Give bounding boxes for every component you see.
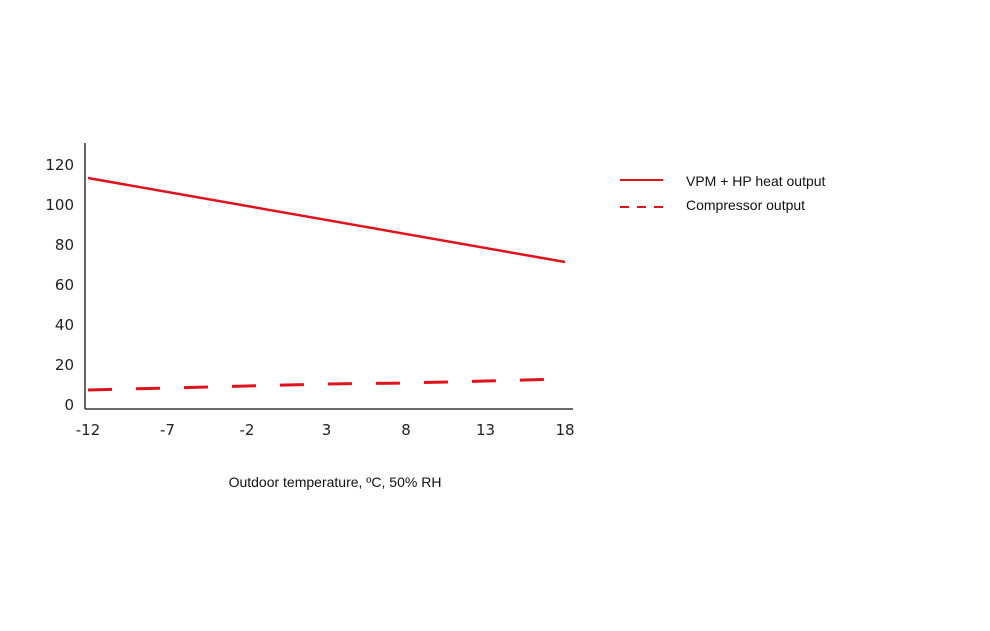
x-tick-label: 3: [322, 421, 332, 439]
x-tick-label: -12: [76, 421, 101, 439]
y-tick-label: 100: [45, 196, 74, 214]
x-tick-label: -2: [240, 421, 255, 439]
y-tick-label: 0: [64, 396, 74, 414]
axes: [84, 143, 573, 410]
x-tick-labels: -12 -7 -2 3 8 13 18: [76, 421, 575, 439]
legend-label-heat-output: VPM + HP heat output: [686, 173, 826, 189]
series-line-compressor-output: [87, 377, 566, 392]
x-tick-label: 8: [401, 421, 411, 439]
y-tick-label: 20: [55, 356, 74, 374]
series-line-heat-output: [87, 176, 566, 264]
y-tick-label: 80: [55, 236, 74, 254]
x-tick-label: 13: [476, 421, 495, 439]
legend: VPM + HP heat output Compressor output: [620, 173, 826, 213]
y-tick-label: 60: [55, 276, 74, 294]
x-tick-label: 18: [555, 421, 574, 439]
x-tick-label: -7: [160, 421, 175, 439]
y-tick-label: 120: [45, 156, 74, 174]
legend-label-compressor-output: Compressor output: [686, 197, 805, 213]
y-tick-labels: 0 20 40 60 80 100 120: [45, 156, 74, 414]
x-axis-title: Outdoor temperature, ºC, 50% RH: [229, 474, 442, 490]
y-tick-label: 40: [55, 316, 74, 334]
series-lines: [87, 176, 566, 392]
